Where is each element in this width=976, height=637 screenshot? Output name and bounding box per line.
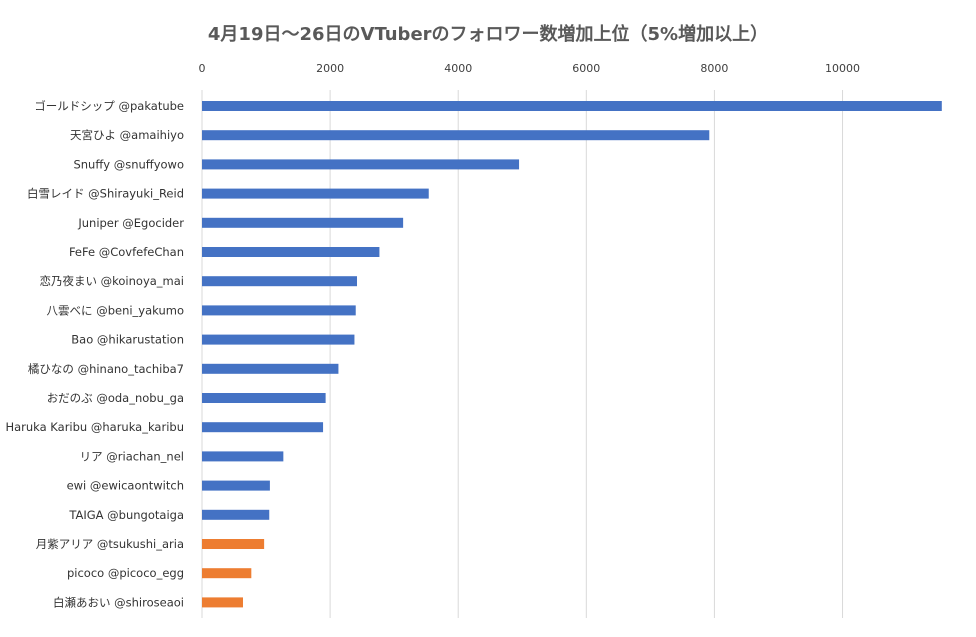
category-label: FeFe @CovfefeChan bbox=[69, 245, 184, 259]
x-tick-label: 10000 bbox=[825, 62, 860, 75]
category-labels: ゴールドシップ @pakatube 天宮ひよ @amaihiyo Snuffy @s… bbox=[5, 99, 184, 609]
category-label: 八雲べに @beni_yakumo bbox=[47, 303, 184, 317]
x-tick-label: 2000 bbox=[316, 62, 344, 75]
category-label: 恋乃夜まい @koinoya_mai bbox=[39, 274, 184, 288]
x-tick-label: 0 bbox=[199, 62, 206, 75]
category-label: 白瀬あおい @shiroseaoi bbox=[53, 595, 184, 609]
gridlines bbox=[201, 90, 844, 618]
category-label: おだのぶ @oda_nobu_ga bbox=[47, 391, 184, 405]
category-label: ゴールドシップ @pakatube bbox=[34, 99, 184, 113]
category-label: picoco @picoco_egg bbox=[67, 566, 184, 580]
bar bbox=[202, 480, 270, 491]
bar bbox=[202, 451, 284, 462]
category-label: Haruka Karibu @haruka_karibu bbox=[5, 420, 184, 434]
category-label: Bao @hikarustation bbox=[71, 333, 184, 347]
bar bbox=[202, 305, 356, 316]
bar bbox=[202, 247, 380, 257]
chart-title: 4月19日～26日のVTuberのフォロワー数増加上位（5%増加以上） bbox=[207, 24, 769, 45]
bar bbox=[202, 334, 355, 345]
category-label: 橘ひなの @hinano_tachiba7 bbox=[28, 362, 184, 376]
bar bbox=[202, 363, 339, 374]
category-label: 白雪レイド @Shirayuki_Reid bbox=[27, 187, 184, 201]
bar bbox=[202, 393, 326, 403]
bar bbox=[202, 130, 710, 141]
category-label: 天宮ひよ @amaihiyo bbox=[70, 128, 184, 142]
bar bbox=[202, 509, 270, 520]
category-label: Snuffy @snuffyowo bbox=[73, 157, 184, 171]
bar bbox=[202, 159, 520, 170]
bar bbox=[202, 217, 404, 228]
category-label: 月紫アリア @tsukushi_aria bbox=[36, 537, 184, 551]
bar bbox=[202, 568, 252, 579]
bar bbox=[202, 422, 324, 433]
category-label: Juniper @Egocider bbox=[77, 216, 184, 230]
bar bbox=[202, 539, 265, 549]
x-axis-ticks: 0 2000 4000 6000 8000 10000 bbox=[199, 62, 861, 75]
category-label: ewi @ewicaontwitch bbox=[67, 479, 184, 493]
category-label: リア @riachan_nel bbox=[80, 449, 184, 463]
bar bbox=[202, 276, 358, 287]
bar bbox=[202, 101, 942, 111]
category-label: TAIGA @bungotaiga bbox=[68, 508, 184, 522]
bar bbox=[202, 597, 243, 608]
x-tick-label: 8000 bbox=[700, 62, 728, 75]
bar bbox=[202, 188, 429, 199]
bars bbox=[202, 101, 942, 608]
x-tick-label: 4000 bbox=[444, 62, 472, 75]
x-tick-label: 6000 bbox=[572, 62, 600, 75]
